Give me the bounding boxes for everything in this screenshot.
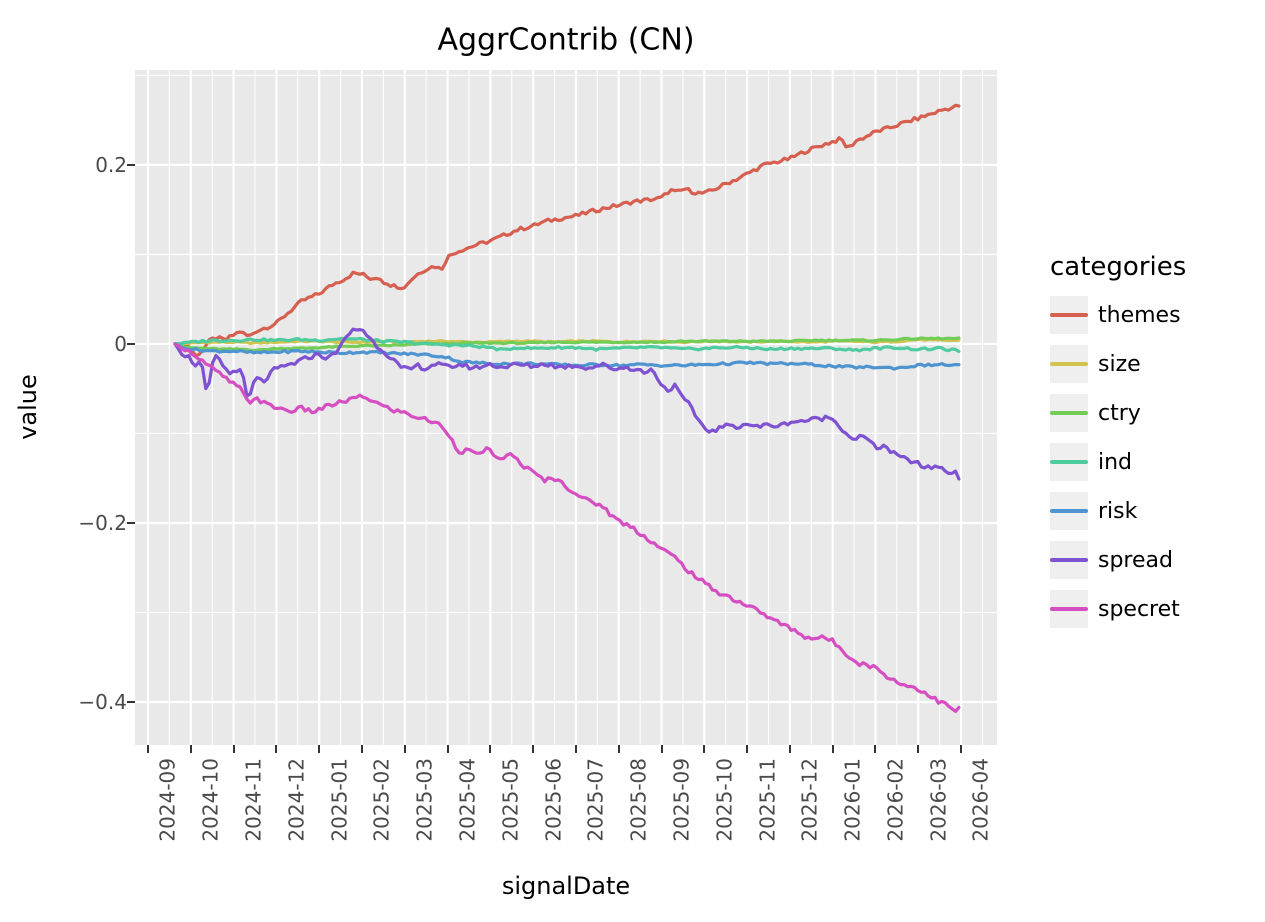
x-tick-mark xyxy=(360,745,363,753)
x-tick-mark xyxy=(831,745,834,753)
plot-panel xyxy=(135,70,997,745)
x-tick-label: 2025-05 xyxy=(498,758,523,842)
x-tick-label: 2026-01 xyxy=(840,758,865,842)
x-tick-label: 2025-04 xyxy=(455,758,480,842)
legend-line-swatch xyxy=(1050,607,1088,611)
x-tick-label: 2026-02 xyxy=(883,758,908,842)
x-tick-mark xyxy=(147,745,149,753)
x-tick-label: 2025-01 xyxy=(327,758,352,842)
legend-item-label: ctry xyxy=(1098,400,1141,426)
legend: categories themes size ctry ind risk spread sp… xyxy=(1050,252,1186,639)
legend-line-swatch xyxy=(1050,509,1088,513)
x-tick-label: 2024-11 xyxy=(241,758,266,842)
x-tick-mark xyxy=(960,745,963,753)
x-tick-label: 2025-07 xyxy=(583,758,608,842)
x-tick-mark xyxy=(617,745,620,753)
y-tick-label: −0.2 xyxy=(78,510,127,535)
legend-item-label: themes xyxy=(1098,302,1181,328)
legend-key xyxy=(1050,345,1088,383)
y-tick-label: 0.2 xyxy=(95,152,127,177)
x-tick-mark xyxy=(660,745,663,753)
y-tick-mark xyxy=(127,521,135,524)
legend-item-label: risk xyxy=(1098,498,1138,524)
x-tick-label: 2025-11 xyxy=(755,758,780,842)
series-line-ctry xyxy=(173,336,961,353)
x-tick-label: 2025-02 xyxy=(369,758,394,842)
y-tick-label: 0 xyxy=(114,331,127,356)
legend-key xyxy=(1050,541,1088,579)
legend-line-swatch xyxy=(1050,362,1088,366)
legend-item: ctry xyxy=(1050,394,1186,432)
series-line-specret xyxy=(173,342,961,714)
legend-item-label: size xyxy=(1098,351,1141,377)
y-tick-mark xyxy=(127,163,135,166)
x-tick-label: 2024-12 xyxy=(284,758,309,842)
x-tick-label: 2026-04 xyxy=(969,758,994,842)
legend-items: themes size ctry ind risk spread specret xyxy=(1050,296,1186,628)
x-tick-label: 2025-06 xyxy=(541,758,566,842)
x-tick-mark xyxy=(574,745,577,753)
x-tick-label: 2025-10 xyxy=(712,758,737,842)
legend-line-swatch xyxy=(1050,313,1088,317)
series-line-ind xyxy=(173,336,961,354)
legend-item: spread xyxy=(1050,541,1186,579)
x-tick-mark xyxy=(746,745,749,753)
x-tick-mark xyxy=(232,745,235,753)
legend-key xyxy=(1050,394,1088,432)
x-tick-mark xyxy=(489,745,492,753)
x-tick-mark xyxy=(917,745,920,753)
x-tick-label: 2024-09 xyxy=(156,758,181,842)
legend-item-label: specret xyxy=(1098,596,1180,622)
legend-item-label: spread xyxy=(1098,547,1173,573)
legend-title: categories xyxy=(1050,252,1187,282)
series-line-themes xyxy=(173,103,961,358)
y-tick-label: −0.4 xyxy=(78,690,127,715)
y-tick-mark xyxy=(127,701,135,704)
x-tick-label: 2026-03 xyxy=(926,758,951,842)
x-tick-mark xyxy=(318,745,321,753)
legend-item: size xyxy=(1050,345,1186,383)
x-tick-mark xyxy=(703,745,706,753)
legend-line-swatch xyxy=(1050,558,1088,562)
legend-item-label: ind xyxy=(1098,449,1133,475)
x-tick-label: 2024-10 xyxy=(198,758,223,842)
legend-line-swatch xyxy=(1050,411,1088,415)
x-tick-mark xyxy=(532,745,535,753)
x-tick-label: 2025-03 xyxy=(412,758,437,842)
x-tick-mark xyxy=(788,745,791,753)
x-tick-mark xyxy=(189,745,192,753)
y-axis-title: value xyxy=(14,374,42,440)
legend-item: specret xyxy=(1050,590,1186,628)
x-tick-mark xyxy=(275,745,278,753)
x-axis-title: signalDate xyxy=(501,872,631,900)
series-line-spread xyxy=(173,327,961,481)
plot-title: AggrContrib (CN) xyxy=(437,22,695,58)
x-tick-label: 2025-12 xyxy=(797,758,822,842)
legend-key xyxy=(1050,443,1088,481)
legend-item: themes xyxy=(1050,296,1186,334)
x-tick-mark xyxy=(446,745,449,753)
legend-key xyxy=(1050,296,1088,334)
x-tick-label: 2025-09 xyxy=(669,758,694,842)
y-tick-mark xyxy=(127,342,135,345)
legend-key xyxy=(1050,492,1088,530)
legend-key xyxy=(1050,590,1088,628)
legend-item: risk xyxy=(1050,492,1186,530)
x-tick-mark xyxy=(874,745,877,753)
x-tick-label: 2025-08 xyxy=(626,758,651,842)
x-tick-mark xyxy=(403,745,406,753)
legend-item: ind xyxy=(1050,443,1186,481)
legend-line-swatch xyxy=(1050,460,1088,464)
